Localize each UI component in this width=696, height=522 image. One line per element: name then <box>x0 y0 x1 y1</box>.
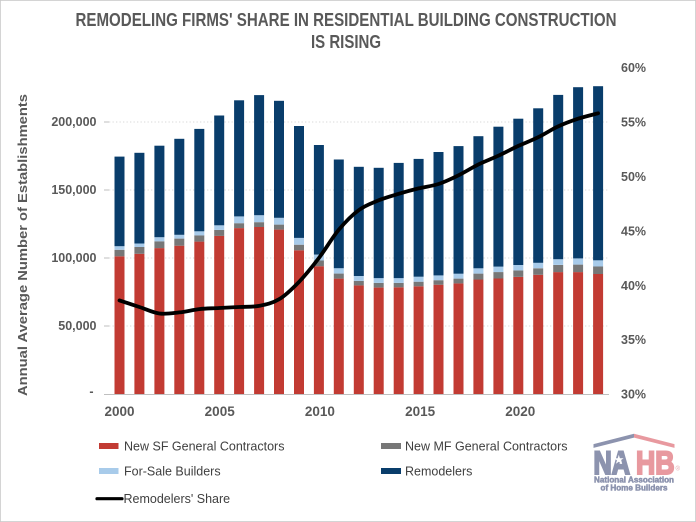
svg-text:Remodelers' Share: Remodelers' Share <box>124 492 231 506</box>
svg-text:150,000: 150,000 <box>51 183 96 197</box>
svg-text:NA: NA <box>594 445 631 481</box>
svg-text:50%: 50% <box>621 170 646 184</box>
svg-text:100,000: 100,000 <box>51 251 96 265</box>
svg-text:40%: 40% <box>621 279 646 293</box>
svg-text:of Home Builders: of Home Builders <box>601 484 669 493</box>
svg-text:For-Sale Builders: For-Sale Builders <box>124 465 221 479</box>
svg-text:New SF General Contractors: New SF General Contractors <box>124 440 284 454</box>
svg-text:IS RISING: IS RISING <box>311 31 381 52</box>
svg-text:National Association: National Association <box>594 476 674 485</box>
svg-text:60%: 60% <box>621 61 646 75</box>
svg-text:®: ® <box>676 466 681 473</box>
svg-text:Annual Average Number of Estab: Annual Average Number of Establishments <box>16 94 30 396</box>
svg-text:2000: 2000 <box>104 404 134 419</box>
svg-text:2005: 2005 <box>205 404 236 419</box>
svg-text:2010: 2010 <box>305 404 335 419</box>
svg-text:35%: 35% <box>621 333 646 347</box>
svg-text:New MF General Contractors: New MF General Contractors <box>405 440 568 454</box>
svg-text:55%: 55% <box>621 116 646 130</box>
svg-text:45%: 45% <box>621 224 646 238</box>
svg-text:50,000: 50,000 <box>58 319 96 333</box>
svg-text:REMODELING FIRMS' SHARE IN RES: REMODELING FIRMS' SHARE IN RESIDENTIAL B… <box>76 9 617 30</box>
svg-text:200,000: 200,000 <box>51 115 96 129</box>
svg-text:Remodelers: Remodelers <box>405 465 472 479</box>
svg-text:2020: 2020 <box>505 404 535 419</box>
svg-text:30%: 30% <box>621 388 646 402</box>
svg-text:HB: HB <box>636 445 675 481</box>
svg-text:-: - <box>89 385 93 399</box>
svg-text:2015: 2015 <box>405 404 436 419</box>
